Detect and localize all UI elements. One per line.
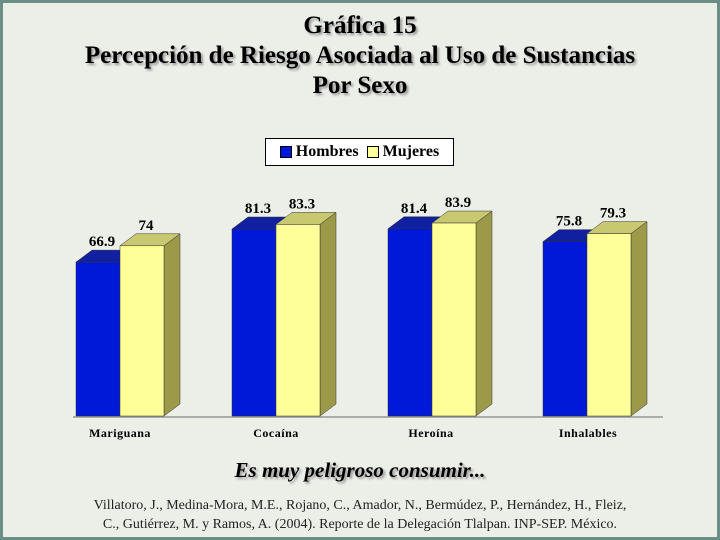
source-line-1: Villatoro, J., Medina-Mora, M.E., Rojano… [93,498,627,513]
bar-front-face [231,228,277,417]
title-line-1: Gráfica 15 [303,12,417,39]
legend-entry-hombres: Hombres [279,143,359,161]
chart-caption: Es muy peligroso consumir... [234,458,486,482]
data-label-mujeres-3: 79.3 [600,206,626,222]
title-line-3: Por Sexo [312,72,408,99]
category-label-2: Heroína [408,426,453,440]
bar-front-face [275,224,321,417]
bar-mujeres-1 [275,211,337,417]
legend-label-hombres: Hombres [295,143,359,160]
category-label-1: Cocaína [253,426,299,440]
bar-front-face [75,261,121,417]
legend-label-mujeres: Mujeres [382,143,440,160]
bar-front-face [387,228,433,417]
data-label-mujeres-2: 83.9 [445,195,471,211]
data-label-mujeres-1: 83.3 [289,196,315,212]
bar-side-face [475,210,493,417]
bar-side-face [163,233,181,417]
bar-side-face [630,221,648,417]
bar-front-face [586,233,632,417]
title-line-2: Percepción de Riesgo Asociada al Uso de … [84,42,636,69]
category-label-3: Inhalables [559,426,617,440]
bar-mujeres-3 [586,221,648,417]
bar-front-face [542,241,588,417]
source-line-2: C., Gutiérrez, M. y Ramos, A. (2004). Re… [102,517,618,532]
legend-entry-mujeres: Mujeres [366,143,440,161]
bar-front-face [431,222,477,417]
data-label-hombres-3: 75.8 [556,214,582,230]
bar-chart: 66.9 74 Mariguana 81.3 83.3 Cocaína 81.4 83.9 He… [73,195,663,440]
data-label-hombres-2: 81.4 [401,201,428,217]
bar-mujeres-0 [119,233,181,417]
category-label-0: Mariguana [89,426,151,440]
bar-front-face [119,245,165,417]
bar-side-face [319,211,337,417]
chart-title: Gráfica 15 Percepción de Riesgo Asociada… [3,11,717,101]
data-label-hombres-0: 66.9 [89,234,115,250]
data-label-hombres-1: 81.3 [245,201,271,217]
source-citation: Villatoro, J., Medina-Mora, M.E., Rojano… [33,496,687,534]
legend-swatch-mujeres [366,146,379,158]
chart-legend: Hombres Mujeres [265,138,454,166]
legend-swatch-hombres [279,146,292,158]
bar-mujeres-2 [431,210,493,417]
data-label-mujeres-0: 74 [139,218,155,234]
